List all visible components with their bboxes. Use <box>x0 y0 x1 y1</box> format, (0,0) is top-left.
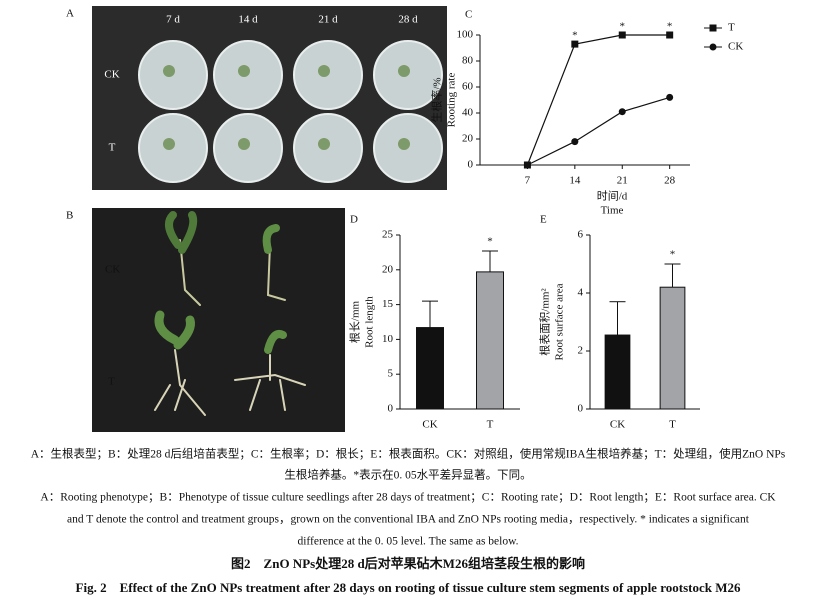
significance: * <box>572 30 578 42</box>
marker <box>618 31 626 39</box>
significance: * <box>487 236 493 248</box>
marker <box>618 108 626 116</box>
captions: A：生根表型；B：处理28 d后组培苗表型；C：生根率；D：根长；E：根表面积。… <box>31 8 786 595</box>
y-tick-label: 25 <box>382 229 394 241</box>
figure-title-cn: 图2 ZnO NPs处理28 d后对苹果砧木M26组培茎段生根的影响 <box>231 556 585 571</box>
photo-panel-b <box>92 208 345 432</box>
x-tick-label: 14 <box>569 175 581 187</box>
y-axis-label: Root length <box>364 296 376 348</box>
y-tick-label: 15 <box>382 298 394 310</box>
row-label: T <box>109 142 116 154</box>
explant <box>238 65 250 77</box>
column-label: 28 d <box>398 14 418 26</box>
significance: * <box>620 21 626 33</box>
y-tick-label: 0 <box>468 159 474 171</box>
marker <box>666 31 674 39</box>
marker <box>571 138 579 146</box>
marker <box>523 161 531 169</box>
y-tick-label: 0 <box>578 403 584 415</box>
x-tick-label: T <box>669 419 676 431</box>
panel-letter: C <box>465 9 472 21</box>
x-tick-label: T <box>487 419 494 431</box>
y-tick-label: 40 <box>462 107 474 119</box>
figure-title-en: Fig. 2 Effect of the ZnO NPs treatment a… <box>76 580 741 595</box>
caption-en: A：Rooting phenotype；B：Phenotype of tissu… <box>40 492 776 504</box>
panel-letter: E <box>540 214 547 226</box>
panel-letter: B <box>66 210 73 222</box>
y-axis-label: 根长/mm <box>348 300 362 343</box>
legend-marker <box>709 24 717 32</box>
marker <box>571 40 579 48</box>
line-series <box>526 34 670 166</box>
bar <box>416 327 444 410</box>
y-tick-label: 0 <box>388 403 394 415</box>
line-series <box>527 96 670 166</box>
y-axis-label: 根表面积/mm² <box>538 288 552 356</box>
legend-label: T <box>728 22 735 34</box>
y-axis-label: Rooting rate <box>446 73 458 128</box>
y-tick-label: 20 <box>382 263 394 275</box>
caption-cn: A：生根表型；B：处理28 d后组培苗表型；C：生根率；D：根长；E：根表面积。… <box>31 447 786 461</box>
row-label: T <box>108 376 115 388</box>
y-tick-label: 20 <box>462 133 474 145</box>
legend-marker <box>709 43 717 51</box>
caption-cn: 生根培养基。*表示在0. 05水平差异显著。下同。 <box>284 468 531 482</box>
column-label: 21 d <box>318 14 338 26</box>
y-tick-label: 4 <box>578 287 584 299</box>
y-axis-label: 生根率/% <box>430 77 444 122</box>
caption-en: difference at the 0. 05 level. The same … <box>297 536 518 548</box>
bar <box>659 286 686 410</box>
x-tick-label: CK <box>422 419 437 431</box>
y-tick-label: 80 <box>462 55 474 67</box>
panel-letter: A <box>66 8 74 20</box>
y-tick-label: 5 <box>388 368 394 380</box>
row-label: CK <box>104 69 119 81</box>
caption-en: and T denote the control and treatment g… <box>67 514 750 526</box>
column-label: 7 d <box>166 14 180 26</box>
explant <box>398 65 410 77</box>
row-label: CK <box>105 264 120 276</box>
explant <box>318 138 330 150</box>
legend-label: CK <box>728 41 743 53</box>
x-axis-label: Time <box>601 205 624 217</box>
seedlings <box>154 211 306 416</box>
x-tick-label: 21 <box>617 175 628 187</box>
y-tick-label: 6 <box>578 229 584 241</box>
y-tick-label: 100 <box>457 29 474 41</box>
y-tick-label: 60 <box>462 81 474 93</box>
x-tick-label: 28 <box>664 175 676 187</box>
explant <box>238 138 250 150</box>
marker <box>666 93 674 101</box>
x-tick-label: 7 <box>525 175 531 187</box>
y-tick-label: 10 <box>382 333 394 345</box>
significance: * <box>670 249 676 261</box>
explant <box>163 65 175 77</box>
panel-letter: D <box>350 214 358 226</box>
y-tick-label: 2 <box>578 345 584 357</box>
explant <box>398 138 410 150</box>
column-label: 14 d <box>238 14 258 26</box>
x-axis-label: 时间/d <box>597 190 628 203</box>
significance: * <box>667 21 673 33</box>
explant <box>163 138 175 150</box>
explant <box>318 65 330 77</box>
bar <box>476 271 504 410</box>
x-tick-label: CK <box>610 419 625 431</box>
bar <box>604 334 631 410</box>
y-axis-label: Root surface area <box>554 283 566 360</box>
